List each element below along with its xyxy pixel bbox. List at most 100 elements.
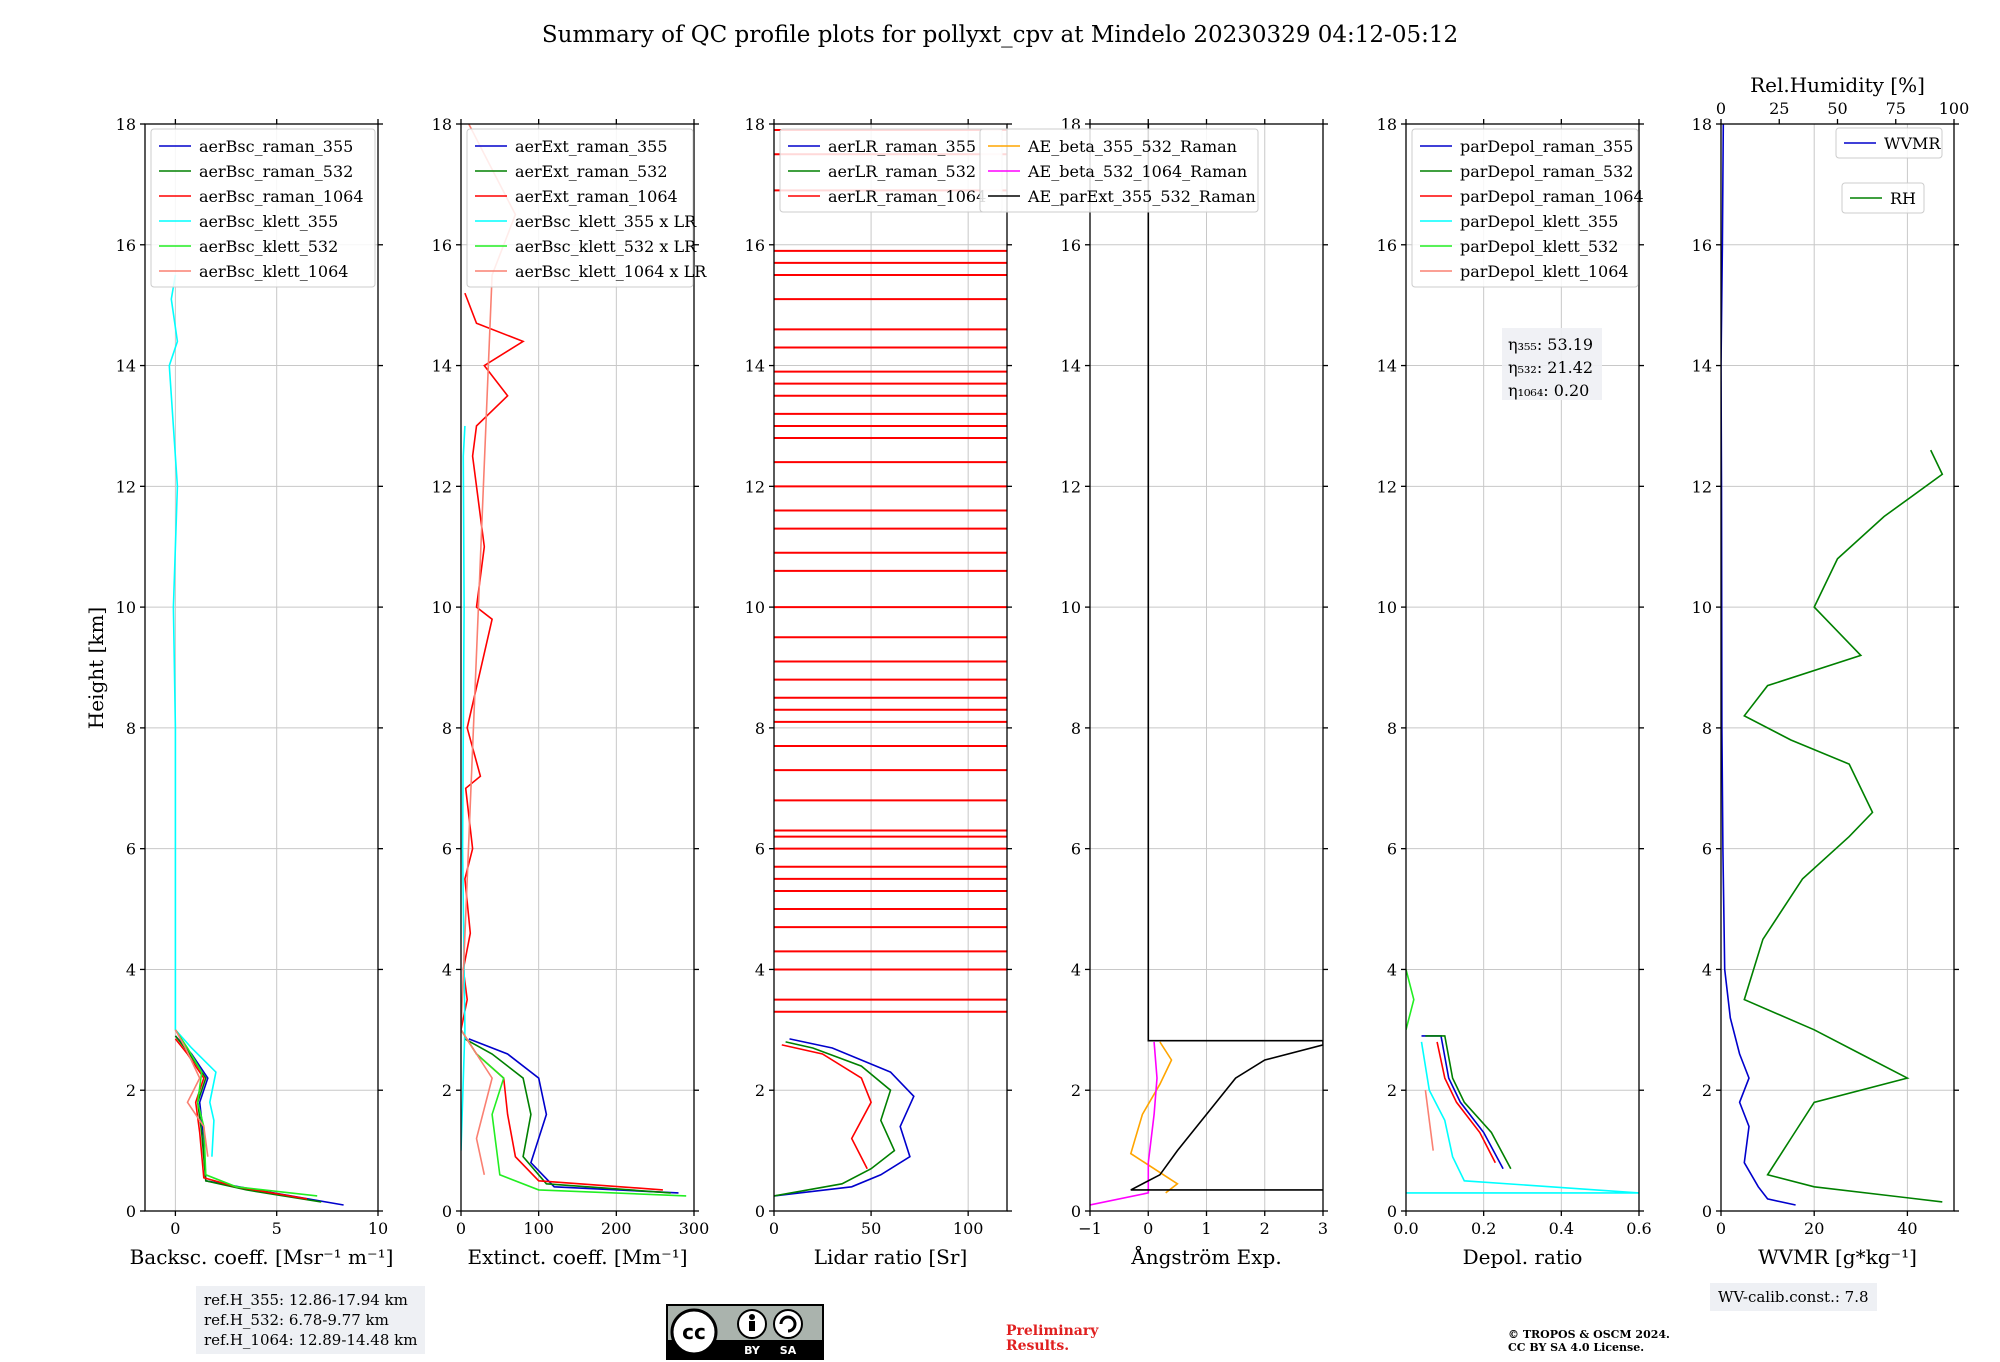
wv-calibration-note: WV-calib.const.: 7.8: [1710, 1283, 1877, 1311]
axes-frame: [773, 123, 1008, 1212]
legend-label: aerBsc_klett_532 x LR: [515, 237, 697, 256]
y-tick-label: 10: [745, 598, 765, 617]
series-line-aerBsc_raman_532: [174, 1035, 322, 1203]
figure-title: Summary of QC profile plots for pollyxt_…: [541, 22, 1459, 48]
x-tick-label: 5: [272, 1219, 282, 1238]
series-line-AE_beta_532_1064_Raman: [1090, 1041, 1158, 1206]
y-tick-label: 10: [1061, 598, 1081, 617]
y-tick-label: 18: [745, 115, 765, 134]
series-line-aerBsc_klett_532: [174, 1029, 318, 1197]
series-line-parDepol_raman_532: [1425, 1035, 1512, 1170]
panel-dep: 0 2 4 6 8 10 12 14 16 18 0.0 0.2 0.4 0.6 Depol. ratio: [1377, 115, 1652, 1269]
series-line-parDepol_raman_1064: [1436, 1041, 1497, 1164]
y-tick-label: 12: [1377, 477, 1397, 496]
y-tick-label: 2: [1387, 1081, 1397, 1100]
cc-by-label: BY: [744, 1344, 761, 1357]
y-tick-label: 0: [1702, 1202, 1712, 1221]
svg-text:cc: cc: [682, 1320, 706, 1344]
x-tick-label: 20: [1804, 1219, 1824, 1238]
x2-axis-label: Rel.Humidity [%]: [1750, 73, 1925, 97]
legend-WVMR: WVMR: [1835, 127, 1943, 159]
y-tick-label: 2: [126, 1081, 136, 1100]
x-tick-label: 0: [1716, 1219, 1726, 1238]
y-tick-label: 14: [745, 357, 765, 376]
x-tick-label: −1: [1078, 1219, 1102, 1238]
y-tick-label: 2: [1702, 1081, 1712, 1100]
x-tick-label: 0: [1143, 1219, 1153, 1238]
y-tick-label: 14: [1377, 357, 1397, 376]
legend-label: AE_beta_532_1064_Raman: [1027, 162, 1247, 181]
x-tick-label: 0.0: [1393, 1219, 1418, 1238]
y-tick-label: 10: [1692, 598, 1712, 617]
y-tick-label: 8: [126, 719, 136, 738]
series-line-aerBsc_klett_355: [168, 274, 217, 1157]
y-tick-label: 10: [1377, 598, 1397, 617]
y-tick-label: 2: [442, 1081, 452, 1100]
legend: aerLR_raman_355 aerLR_raman_532 aerLR_rama…: [779, 128, 1003, 213]
y-tick-label: 6: [1702, 840, 1712, 859]
y-tick-label: 4: [1387, 960, 1397, 979]
y-tick-label: 16: [1061, 236, 1081, 255]
x-axis-label: Depol. ratio: [1463, 1245, 1583, 1269]
legend: parDepol_raman_355 parDepol_raman_532 parD…: [1411, 128, 1644, 288]
x-axis-label: Lidar ratio [Sr]: [814, 1245, 968, 1269]
legend-label: aerBsc_raman_1064: [199, 187, 364, 206]
axes-frame: [1720, 123, 1955, 1212]
legend-label: aerExt_raman_355: [515, 137, 668, 156]
y-tick-label: 14: [432, 357, 452, 376]
series-group: [774, 129, 1007, 1197]
panel-lr: 0 2 4 6 8 10 12 14 16 18 0 50 100 Lidar ratio [Sr]: [745, 115, 1012, 1269]
x-axis-label: WVMR [g*kg⁻¹]: [1758, 1245, 1917, 1269]
legend-label: aerBsc_klett_1064: [199, 262, 348, 281]
copyright-line2: CC BY SA 4.0 License.: [1508, 1341, 1645, 1354]
x-tick-label: 0.2: [1471, 1219, 1496, 1238]
y-tick-label: 12: [745, 477, 765, 496]
legend-label: parDepol_raman_355: [1460, 137, 1633, 156]
y-tick-label: 0: [126, 1202, 136, 1221]
x2-tick-label: 50: [1827, 99, 1847, 118]
series-group: [1090, 124, 1323, 1206]
legend: aerBsc_raman_355 aerBsc_raman_532 aerBsc_r…: [150, 128, 376, 288]
y-tick-label: 8: [1071, 719, 1081, 738]
series-line-aerLR_raman_355: [774, 1038, 915, 1197]
y-tick-label: 14: [1061, 357, 1081, 376]
legend-label: RH: [1890, 189, 1916, 208]
y-tick-label: 8: [442, 719, 452, 738]
y-tick-label: 8: [755, 719, 765, 738]
x-tick-label: 200: [601, 1219, 632, 1238]
x-tick-label: 0.6: [1626, 1219, 1651, 1238]
x-tick-label: 3: [1318, 1219, 1328, 1238]
x2-tick-label: 75: [1886, 99, 1906, 118]
x-tick-label: 100: [523, 1219, 554, 1238]
y-tick-label: 4: [442, 960, 452, 979]
series-line-aerExt_raman_355: [468, 1038, 679, 1194]
y-tick-label: 4: [126, 960, 136, 979]
y-tick-label: 4: [755, 960, 765, 979]
x-axis-label: Extinct. coeff. [Mm⁻¹]: [467, 1245, 687, 1269]
cc-sa-label: SA: [780, 1344, 797, 1357]
legend-label: parDepol_raman_532: [1460, 162, 1633, 181]
legend-label: aerBsc_klett_532: [199, 237, 338, 256]
legend-label: aerLR_raman_1064: [828, 187, 986, 206]
series-line-AE_beta_355_532_Raman: [1129, 1041, 1179, 1194]
y-tick-label: 6: [126, 840, 136, 859]
y-tick-label: 10: [432, 598, 452, 617]
legend-label: aerBsc_raman_355: [199, 137, 353, 156]
y-tick-label: 8: [1702, 719, 1712, 738]
x-tick-label: 0: [456, 1219, 466, 1238]
legend-box: [1841, 182, 1925, 214]
axes-frame: [1405, 123, 1640, 1212]
y-tick-label: 18: [1377, 115, 1397, 134]
series-line-parDepol_klett_1064: [1424, 1090, 1434, 1151]
series-line-aerBsc_klett_1064: [174, 1029, 209, 1157]
copyright-note: © TROPOS & OSCM 2024. CC BY SA 4.0 Licen…: [1508, 1328, 1670, 1354]
ref-h-532: ref.H_532: 6.78-9.77 km: [204, 1311, 389, 1329]
x-axis-label: Ångström Exp.: [1130, 1244, 1281, 1269]
legend: AE_beta_355_532_Raman AE_beta_532_1064_Ra…: [979, 128, 1259, 213]
y-tick-label: 16: [745, 236, 765, 255]
legend-RH: RH: [1841, 182, 1925, 214]
legend-box: [466, 128, 694, 288]
y-tick-label: 6: [1071, 840, 1081, 859]
